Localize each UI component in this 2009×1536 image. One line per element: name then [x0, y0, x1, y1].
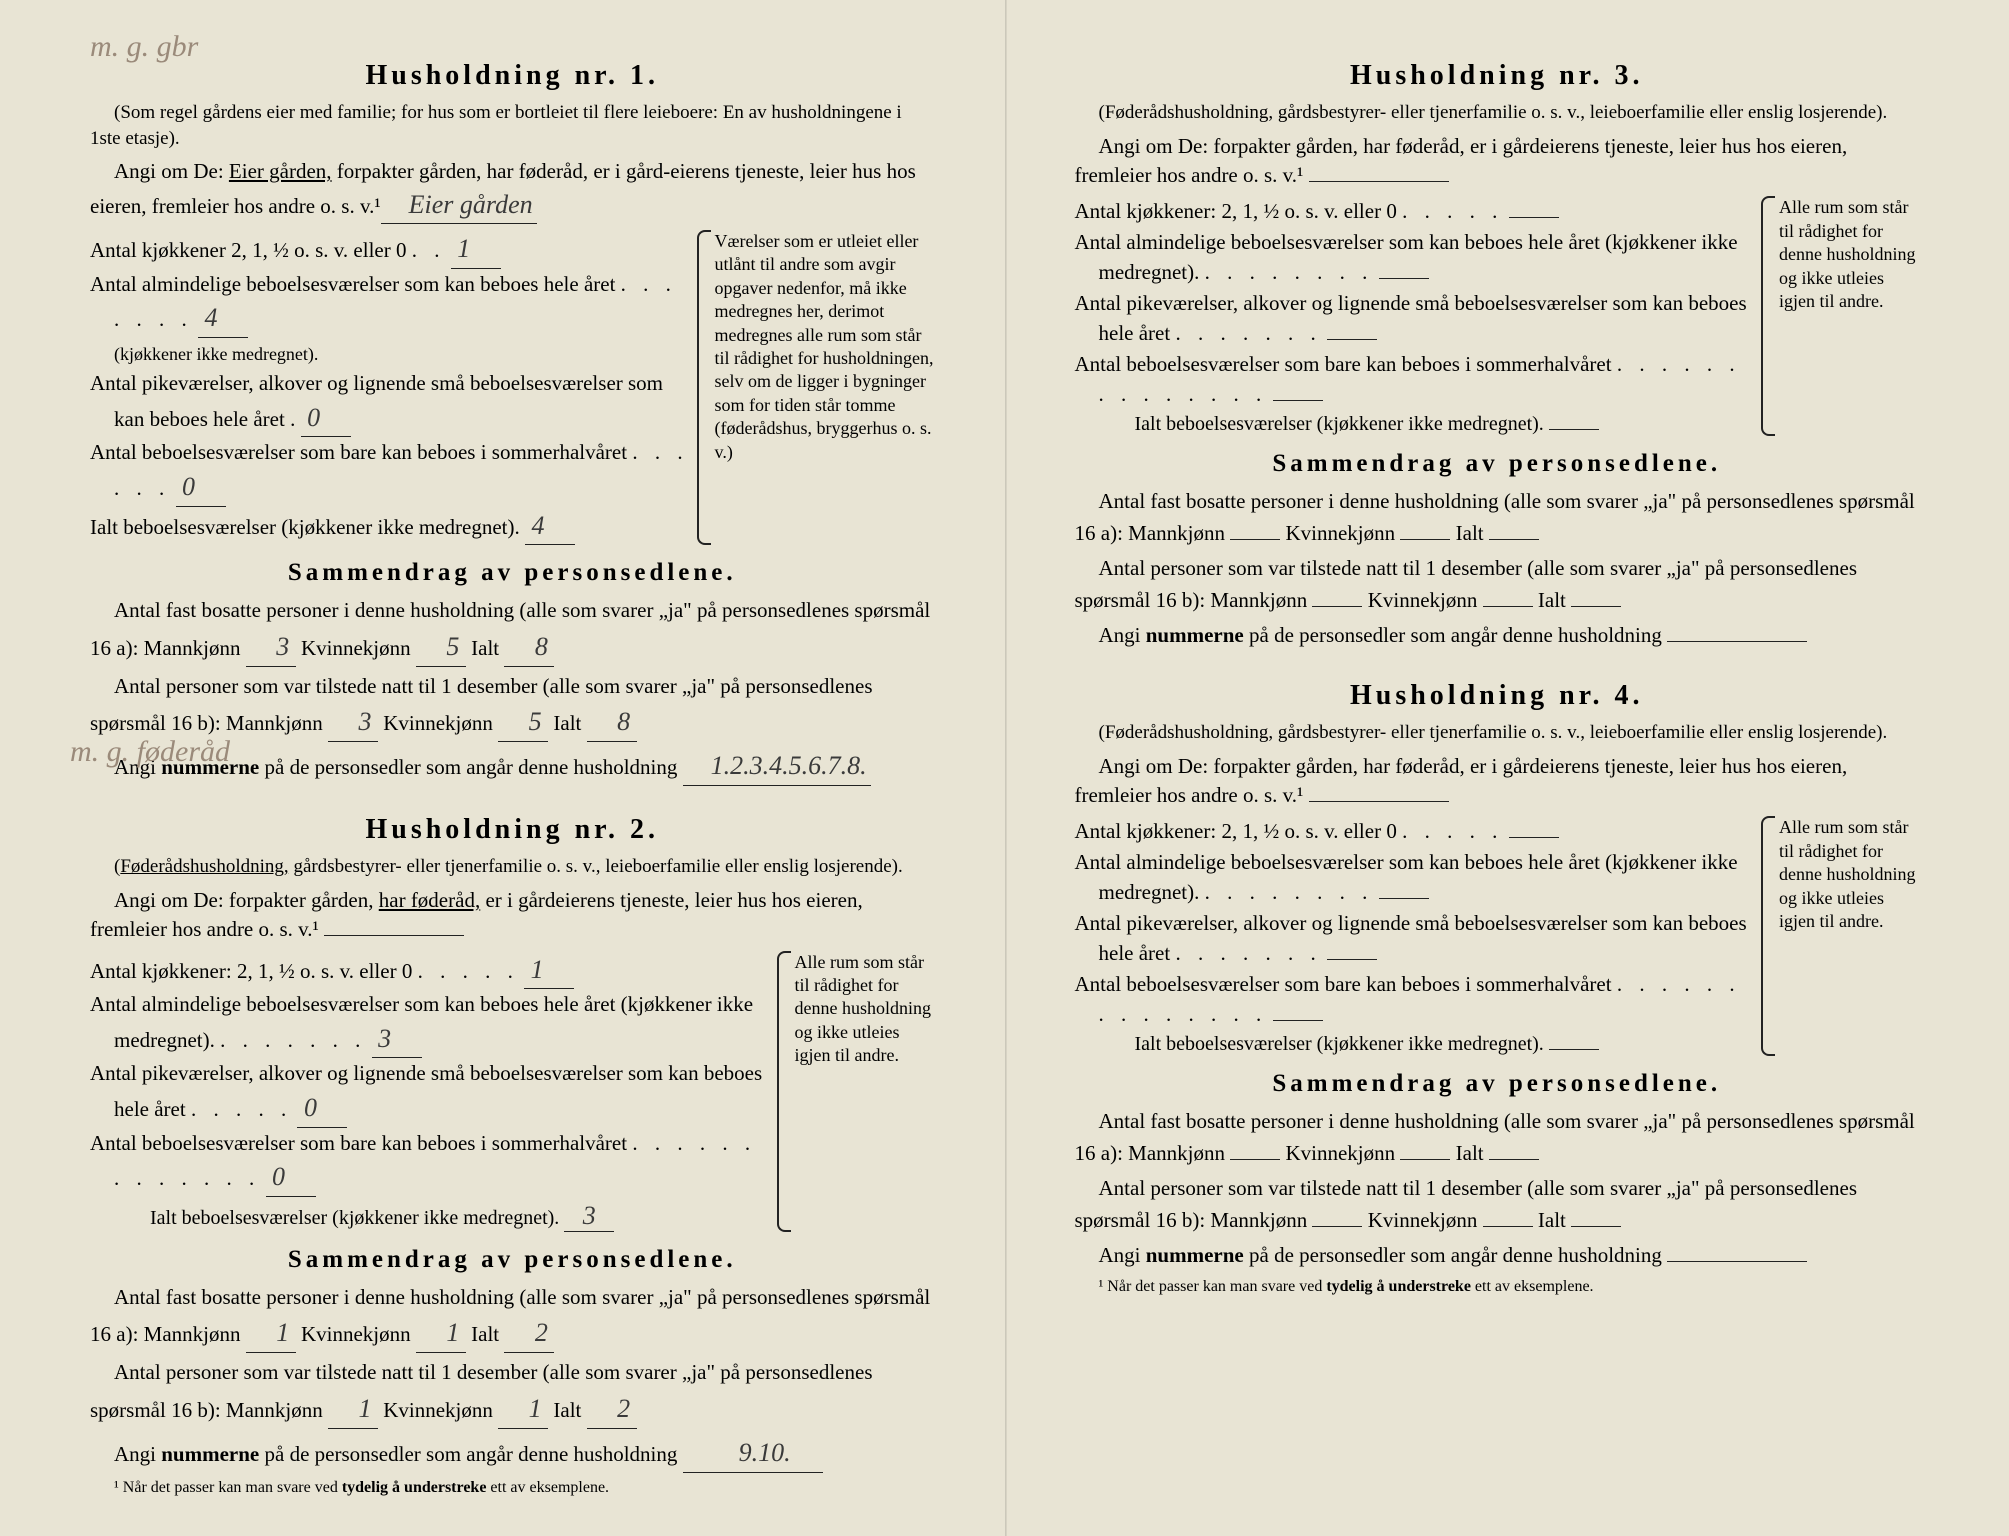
- hh4-r3: Antal pikeværelser, alkover og lignende …: [1075, 908, 1758, 969]
- brace-icon: [697, 230, 711, 545]
- hh1-sidenote: Værelser som er utleiet eller utlånt til…: [705, 230, 935, 545]
- hh1-prompt-pre: Angi om De:: [114, 159, 229, 183]
- hh2-r2: Antal almindelige beboelsesværelser som …: [90, 989, 773, 1058]
- hh4-p2: Antal personer som var tilstede natt til…: [1075, 1173, 1920, 1236]
- hh1-r1-value: 1: [451, 230, 501, 269]
- hh2-r1: Antal kjøkkener: 2, 1, ½ o. s. v. eller …: [90, 951, 773, 990]
- hh3-p2: Antal personer som var tilstede natt til…: [1075, 553, 1920, 616]
- hh2-rows-block: Antal kjøkkener: 2, 1, ½ o. s. v. eller …: [90, 951, 935, 1232]
- hh1-prompt-fill: Eier gården: [381, 187, 537, 224]
- household-3: Husholdning nr. 3. (Føderådshusholdning,…: [1075, 60, 1920, 652]
- hh1-prompt-underline: Eier gården,: [229, 159, 332, 183]
- pencil-note-1: m. g. gbr: [90, 30, 198, 64]
- hh1-p2: Antal personer som var tilstede natt til…: [90, 671, 935, 743]
- footnote-right: ¹ Når det passer kan man svare ved tydel…: [1075, 1278, 1920, 1296]
- hh4-r1: Antal kjøkkener: 2, 1, ½ o. s. v. eller …: [1075, 816, 1758, 846]
- household-1: Husholdning nr. 1. (Som regel gårdens ei…: [90, 60, 935, 786]
- hh1-p1: Antal fast bosatte personer i denne hush…: [90, 595, 935, 667]
- hh3-rows-block: Antal kjøkkener: 2, 1, ½ o. s. v. eller …: [1075, 196, 1920, 436]
- hh2-sidenote: Alle rum som står til rådighet for denne…: [785, 951, 935, 1232]
- hh1-title: Husholdning nr. 1.: [90, 60, 935, 92]
- hh4-section: Sammendrag av personsedlene.: [1075, 1070, 1920, 1098]
- hh3-p1: Antal fast bosatte personer i denne hush…: [1075, 486, 1920, 549]
- hh3-sidenote: Alle rum som står til rådighet for denne…: [1769, 196, 1919, 436]
- hh4-subtitle: (Føderådshusholdning, gårdsbestyrer- ell…: [1075, 720, 1920, 746]
- hh3-title: Husholdning nr. 3.: [1075, 60, 1920, 92]
- right-page: Husholdning nr. 3. (Føderådshusholdning,…: [1005, 0, 2009, 1536]
- hh4-r2: Antal almindelige beboelsesværelser som …: [1075, 847, 1758, 908]
- hh1-r4: Antal beboelsesværelser som bare kan beb…: [90, 437, 693, 506]
- hh2-p3: Angi nummerne på de personsedler som ang…: [90, 1433, 935, 1473]
- household-4: Husholdning nr. 4. (Føderådshusholdning,…: [1075, 680, 1920, 1296]
- hh1-rows-block: Antal kjøkkener 2, 1, ½ o. s. v. eller 0…: [90, 230, 935, 545]
- hh1-r5: Ialt beboelsesværelser (kjøkkener ikke m…: [90, 507, 693, 546]
- hh1-section: Sammendrag av personsedlene.: [90, 559, 935, 587]
- hh4-r5: Ialt beboelsesværelser (kjøkkener ikke m…: [1075, 1033, 1758, 1056]
- brace-icon: [1761, 816, 1775, 1056]
- hh1-prompt: Angi om De: Eier gården, forpakter gårde…: [90, 157, 935, 224]
- hh3-subtitle: (Føderådshusholdning, gårdsbestyrer- ell…: [1075, 100, 1920, 126]
- hh4-prompt: Angi om De: forpakter gården, har føderå…: [1075, 752, 1920, 811]
- hh2-subtitle: (Føderådshusholdning, gårdsbestyrer- ell…: [90, 854, 935, 880]
- hh2-r4: Antal beboelsesværelser som bare kan beb…: [90, 1128, 773, 1197]
- hh1-r3: Antal pikeværelser, alkover og lignende …: [90, 368, 693, 437]
- hh3-r2: Antal almindelige beboelsesværelser som …: [1075, 227, 1758, 288]
- hh1-subtitle: (Som regel gårdens eier med familie; for…: [90, 100, 935, 151]
- hh4-sidenote: Alle rum som står til rådighet for denne…: [1769, 816, 1919, 1056]
- hh3-section: Sammendrag av personsedlene.: [1075, 450, 1920, 478]
- brace-icon: [777, 951, 791, 1232]
- hh4-p3: Angi nummerne på de personsedler som ang…: [1075, 1240, 1920, 1272]
- hh4-title: Husholdning nr. 4.: [1075, 680, 1920, 712]
- hh3-r4: Antal beboelsesværelser som bare kan beb…: [1075, 349, 1758, 410]
- hh4-p1: Antal fast bosatte personer i denne hush…: [1075, 1106, 1920, 1169]
- household-2: Husholdning nr. 2. (Føderådshusholdning,…: [90, 814, 935, 1496]
- hh2-prompt: Angi om De: forpakter gården, har føderå…: [90, 886, 935, 945]
- hh3-r1: Antal kjøkkener: 2, 1, ½ o. s. v. eller …: [1075, 196, 1758, 226]
- left-page: m. g. gbr Husholdning nr. 1. (Som regel …: [0, 0, 1005, 1536]
- hh2-r3: Antal pikeværelser, alkover og lignende …: [90, 1058, 773, 1127]
- footnote-left: ¹ Når det passer kan man svare ved tydel…: [90, 1479, 935, 1497]
- hh3-r3: Antal pikeværelser, alkover og lignende …: [1075, 288, 1758, 349]
- hh3-prompt: Angi om De: forpakter gården, har føderå…: [1075, 132, 1920, 191]
- hh1-r2: Antal almindelige beboelsesværelser som …: [90, 269, 693, 369]
- hh4-rows-block: Antal kjøkkener: 2, 1, ½ o. s. v. eller …: [1075, 816, 1920, 1056]
- hh2-p1: Antal fast bosatte personer i denne hush…: [90, 1282, 935, 1354]
- hh2-section: Sammendrag av personsedlene.: [90, 1246, 935, 1274]
- hh3-p3: Angi nummerne på de personsedler som ang…: [1075, 620, 1920, 652]
- pencil-note-2: m. g. føderåd: [70, 735, 230, 769]
- hh2-p2: Antal personer som var tilstede natt til…: [90, 1357, 935, 1429]
- hh1-r5-value: 4: [525, 507, 575, 546]
- hh1-r4-value: 0: [176, 468, 226, 507]
- hh2-r5: Ialt beboelsesværelser (kjøkkener ikke m…: [90, 1201, 773, 1232]
- hh1-r3-value: 0: [301, 399, 351, 438]
- hh3-r5: Ialt beboelsesværelser (kjøkkener ikke m…: [1075, 413, 1758, 436]
- hh1-r1: Antal kjøkkener 2, 1, ½ o. s. v. eller 0…: [90, 230, 693, 269]
- brace-icon: [1761, 196, 1775, 436]
- hh2-title: Husholdning nr. 2.: [90, 814, 935, 846]
- hh1-r2-value: 4: [198, 299, 248, 338]
- hh4-r4: Antal beboelsesværelser som bare kan beb…: [1075, 969, 1758, 1030]
